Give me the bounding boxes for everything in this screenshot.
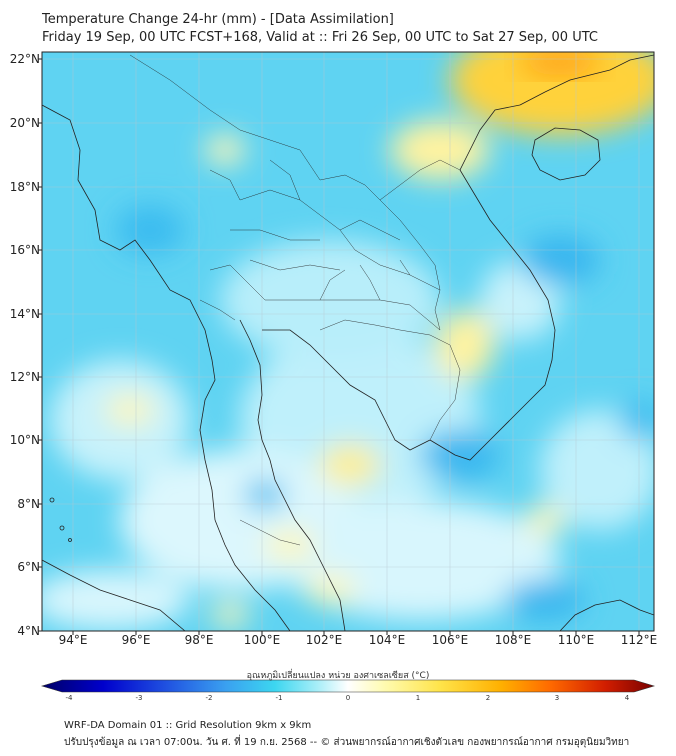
colorbar-tick-label: -3 xyxy=(135,694,143,702)
borders xyxy=(129,54,461,546)
footer-update-info: ปรับปรุงข้อมูล ณ เวลา 07:00น. วัน ศ. ที่… xyxy=(64,737,630,748)
colorbar-tick-label: 3 xyxy=(554,694,560,702)
colorbar xyxy=(40,679,656,693)
coastlines xyxy=(42,54,654,631)
colorbar-tick-label: 1 xyxy=(415,694,421,702)
lon-label: 100°E xyxy=(243,633,281,647)
lat-label: 10°N xyxy=(9,433,40,447)
lat-label: 12°N xyxy=(9,370,40,384)
lat-label: 4°N xyxy=(17,624,40,638)
lat-label: 6°N xyxy=(17,560,40,574)
lat-label: 8°N xyxy=(17,497,40,511)
map-subtitle: Friday 19 Sep, 00 UTC FCST+168, Valid at… xyxy=(42,30,598,45)
lat-label: 14°N xyxy=(9,307,40,321)
colorbar-tick-label: -2 xyxy=(205,694,213,702)
colorbar-tick-label: -4 xyxy=(65,694,73,702)
grid-lines xyxy=(42,52,654,631)
footer-model-info: WRF-DA Domain 01 :: Grid Resolution 9km … xyxy=(64,720,312,731)
lon-label: 102°E xyxy=(305,633,343,647)
lon-label: 96°E xyxy=(121,633,151,647)
colorbar-title: อุณหภูมิเปลี่ยนแปลง หน่วย องศาเซลเซียส (… xyxy=(246,671,430,681)
colorbar-tick-label: 4 xyxy=(624,694,630,702)
lat-label: 20°N xyxy=(9,116,40,130)
colorbar-tick-label: 0 xyxy=(345,694,351,702)
colorbar-tick-label: 2 xyxy=(485,694,491,702)
map-title: Temperature Change 24-hr (mm) - [Data As… xyxy=(42,12,394,27)
lon-label: 94°E xyxy=(58,633,88,647)
lon-label: 108°E xyxy=(494,633,532,647)
lon-label: 104°E xyxy=(368,633,406,647)
plot-frame xyxy=(41,51,655,632)
lon-label: 112°E xyxy=(620,633,658,647)
temperature-field xyxy=(42,52,654,631)
lat-label: 16°N xyxy=(9,243,40,257)
lon-label: 98°E xyxy=(184,633,214,647)
lon-label: 106°E xyxy=(431,633,469,647)
colorbar-tick-label: -1 xyxy=(275,694,283,702)
lat-label: 18°N xyxy=(9,180,40,194)
lon-label: 110°E xyxy=(557,633,595,647)
lat-label: 22°N xyxy=(9,52,40,66)
axis-ticks xyxy=(38,58,640,635)
